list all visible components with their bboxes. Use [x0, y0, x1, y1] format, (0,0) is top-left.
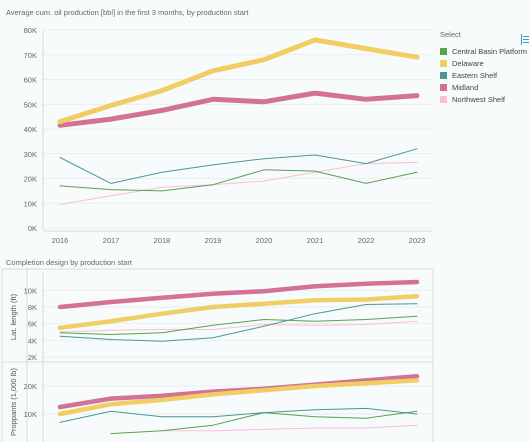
region-legend: Select Central Basin Platform Delaware Eas… [440, 30, 530, 105]
legend-item-northwest-shelf[interactable]: Northwest Shelf [440, 93, 530, 105]
y-tick-label: 6K [28, 320, 37, 329]
series-line-eastern-shelf [59, 303, 418, 342]
series-line-central-basin-platform [59, 169, 418, 192]
x-tick-label: 2017 [103, 236, 120, 245]
legend-swatch [440, 71, 447, 79]
y-tick-label: 50K [24, 100, 37, 109]
series-line-midland [57, 279, 420, 310]
legend-label: Central Basin Platform [452, 46, 528, 56]
legend-label: Northwest Shelf [452, 94, 505, 104]
x-tick-label: 2020 [256, 236, 273, 245]
y-tick-label: 70K [24, 51, 37, 60]
legend-swatch [440, 83, 447, 91]
series-line-delaware [57, 37, 420, 125]
y-tick-label: 20K [24, 382, 37, 391]
x-tick-label: 2018 [154, 236, 171, 245]
y-tick-label: 10K [24, 410, 37, 419]
series-line-delaware [57, 293, 420, 331]
completion-design-chart-title: Completion design by production start [6, 258, 132, 267]
legend-swatch [440, 59, 447, 67]
series-line-delaware [57, 378, 420, 417]
x-tick-label: 2019 [205, 236, 222, 245]
series-line-northwest-shelf [59, 320, 418, 333]
legend-item-central-basin-platform[interactable]: Central Basin Platform [440, 45, 530, 57]
y-tick-label: 10K [24, 199, 37, 208]
series-line-eastern-shelf [59, 407, 418, 423]
series-line-northwest-shelf [161, 424, 418, 432]
series-line-northwest-shelf [59, 161, 418, 205]
y-tick-label: 2K [28, 353, 37, 362]
series-line-midland [57, 90, 420, 128]
y-tick-label: 80K [24, 26, 37, 35]
menu-icon[interactable] [521, 34, 530, 45]
legend-label: Delaware [452, 58, 484, 68]
legend-title: Select [440, 30, 461, 39]
y-tick-label: 0K [28, 224, 37, 233]
y-axis-title: Proppants (1,000 lb) [9, 368, 18, 436]
legend-swatch [440, 47, 447, 55]
completion-panel-frame [1, 268, 434, 442]
legend-label: Midland [452, 82, 479, 92]
x-tick-label: 2022 [358, 236, 375, 245]
y-tick-label: 10K [24, 286, 37, 295]
legend-swatch [440, 95, 447, 103]
legend-item-eastern-shelf[interactable]: Eastern Shelf [440, 69, 530, 81]
y-tick-label: 30K [24, 150, 37, 159]
y-tick-label: 40K [24, 125, 37, 134]
legend-item-midland[interactable]: Midland [440, 81, 530, 93]
legend-label: Eastern Shelf [452, 70, 498, 80]
x-tick-label: 2023 [409, 236, 426, 245]
y-tick-label: 20K [24, 175, 37, 184]
series-line-central-basin-platform [59, 315, 418, 335]
y-tick-label: 4K [28, 336, 37, 345]
series-line-central-basin-platform [110, 410, 418, 435]
x-tick-label: 2016 [52, 236, 69, 245]
x-tick-label: 2021 [307, 236, 324, 245]
y-axis-title: Lat. length (ft) [9, 293, 18, 340]
y-tick-label: 60K [24, 76, 37, 85]
legend-item-delaware[interactable]: Delaware [440, 57, 530, 69]
y-tick-label: 8K [28, 303, 37, 312]
oil-production-chart-title: Average cum. oil production [bbl] in the… [6, 8, 249, 17]
series-line-eastern-shelf [59, 148, 418, 184]
